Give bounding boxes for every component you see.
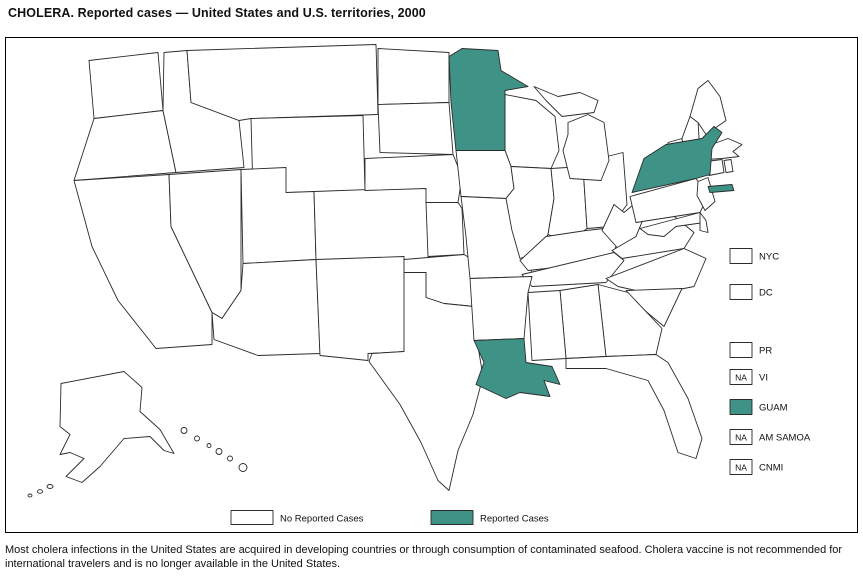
territory-label-dc: DC — [759, 288, 773, 299]
state-hi-island — [215, 448, 223, 455]
us-choropleth-map: NYC DC PR NA VI GUAM NA AM SAMOA NA CNMI — [27, 44, 811, 525]
state-nc — [605, 248, 707, 295]
territory-label-am-samoa: AM SAMOA — [759, 433, 811, 444]
state-me — [689, 80, 727, 135]
territory-box-am-samoa — [729, 429, 753, 445]
state-mn — [448, 48, 529, 151]
state-ny — [631, 126, 723, 193]
legend-reported-label: Reported Cases — [480, 514, 549, 525]
legend-no-cases-swatch — [230, 510, 274, 525]
state-ak — [59, 371, 175, 483]
legend-no-cases-label: No Reported Cases — [280, 514, 364, 525]
state-nd — [377, 48, 450, 105]
state-nj — [696, 177, 716, 211]
state-mt — [186, 44, 379, 121]
state-ak-aleutian-island — [27, 493, 33, 498]
territory-box-pr — [729, 342, 753, 358]
state-de — [699, 212, 709, 233]
figure-footnote: Most cholera infections in the United St… — [5, 544, 843, 571]
state-hi-island — [194, 435, 200, 442]
state-ks — [425, 202, 465, 257]
territory-box-guam — [729, 399, 753, 415]
territory-label-cnmi: CNMI — [759, 463, 783, 474]
territory-box-nyc — [729, 248, 753, 264]
state-ms — [527, 290, 567, 361]
state-or — [73, 110, 177, 181]
map-legend: No Reported Cases Reported Cases — [230, 510, 549, 525]
us-map-panel: NYC DC PR NA VI GUAM NA AM SAMOA NA CNMI — [5, 37, 858, 533]
state-ny-long-island — [707, 184, 735, 193]
territory-label-vi: VI — [759, 373, 768, 384]
state-nm — [315, 256, 407, 361]
territory-na-cnmi: NA — [735, 463, 747, 473]
state-hi-island — [238, 463, 248, 472]
state-ak-aleutian-island — [37, 489, 43, 494]
territory-box-cnmi — [729, 459, 753, 475]
state-hi-island — [206, 443, 212, 448]
state-co — [313, 187, 431, 260]
territory-legend: NYC DC PR NA VI GUAM NA AM SAMOA NA CNMI — [729, 248, 811, 475]
territory-box-vi — [729, 369, 753, 385]
territory-box-dc — [729, 284, 753, 300]
state-hi-island — [227, 455, 233, 462]
territory-label-nyc: NYC — [759, 252, 779, 263]
state-fl — [565, 354, 703, 459]
state-la — [473, 338, 561, 399]
state-ri — [723, 159, 734, 173]
territory-na-am-samoa: NA — [735, 433, 747, 443]
state-wa — [88, 52, 164, 119]
figure-title: CHOLERA. Reported cases — United States … — [8, 6, 426, 20]
state-ar — [469, 276, 533, 341]
state-hi-island — [180, 427, 188, 434]
state-al — [559, 284, 607, 359]
state-ak-aleutian-island — [46, 484, 54, 489]
state-mi-upper — [533, 86, 599, 117]
state-sd — [377, 102, 454, 155]
state-tx — [368, 272, 484, 491]
legend-reported-swatch — [430, 510, 474, 525]
state-mi-lower — [562, 114, 610, 181]
state-ia — [455, 150, 515, 199]
territory-label-guam: GUAM — [759, 403, 788, 414]
territory-label-pr: PR — [759, 346, 772, 357]
territory-na-vi: NA — [735, 373, 747, 383]
